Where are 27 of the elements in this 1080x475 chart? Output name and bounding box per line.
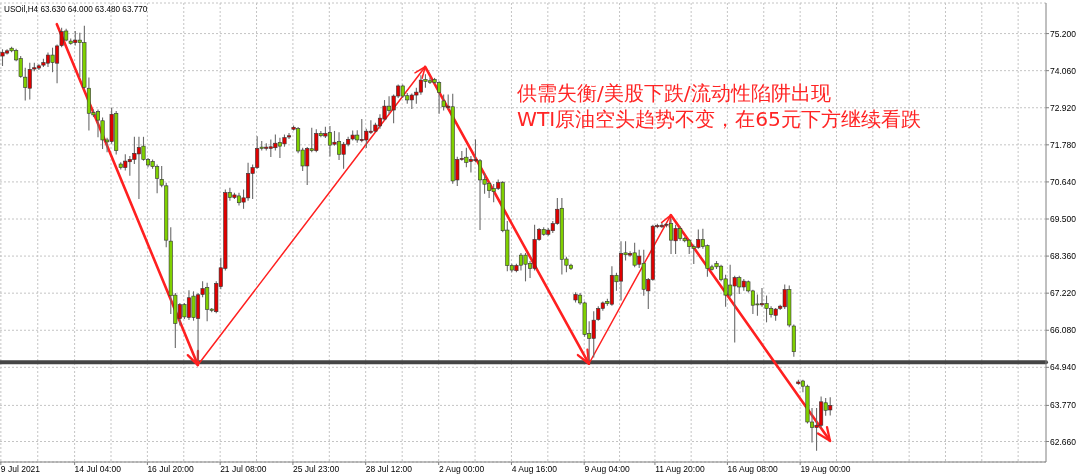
- x-tick-label: 16 Jul 20:00: [147, 464, 194, 474]
- y-tick-label: 71.780: [1050, 139, 1077, 150]
- y-tick-label: 62.660: [1050, 436, 1077, 447]
- x-tick-label: 28 Jul 12:00: [365, 464, 413, 474]
- y-tick-label: 66.080: [1050, 325, 1077, 336]
- y-tick-label: 70.640: [1050, 176, 1077, 187]
- y-tick-label: 69.500: [1050, 214, 1077, 225]
- x-tick-label: 14 Jul 04:00: [74, 464, 122, 474]
- x-tick-label: 9 Jul 2021: [0, 464, 41, 474]
- chart-title: USOil,H4 63.630 64.000 63.480 63.770: [4, 5, 148, 15]
- x-tick-label: 16 Aug 08:00: [727, 464, 778, 474]
- x-tick-label: 25 Jul 23:00: [292, 464, 340, 474]
- x-tick-label: 21 Jul 08:00: [220, 464, 267, 474]
- y-tick-label: 75.200: [1050, 28, 1077, 39]
- x-tick-label: 4 Aug 16:00: [511, 464, 558, 474]
- x-tick-label: 19 Aug 00:00: [800, 464, 851, 474]
- x-tick-label: 9 Aug 04:00: [584, 464, 631, 474]
- x-tick-label: 11 Aug 20:00: [655, 464, 705, 474]
- x-tick-label: 2 Aug 00:00: [438, 464, 485, 474]
- y-tick-label: 68.360: [1050, 251, 1077, 262]
- annotation: 供需失衡/美股下跌/流动性陷阱出现: [517, 80, 831, 106]
- y-tick-label: 72.920: [1050, 102, 1077, 113]
- y-tick-label: 74.060: [1050, 65, 1077, 76]
- y-tick-label: 64.940: [1050, 362, 1077, 373]
- y-tick-label: 67.220: [1050, 288, 1077, 299]
- annotation: WTI原油空头趋势不变，在65元下方继续看跌: [517, 106, 921, 132]
- y-tick-label: 63.770: [1050, 400, 1077, 411]
